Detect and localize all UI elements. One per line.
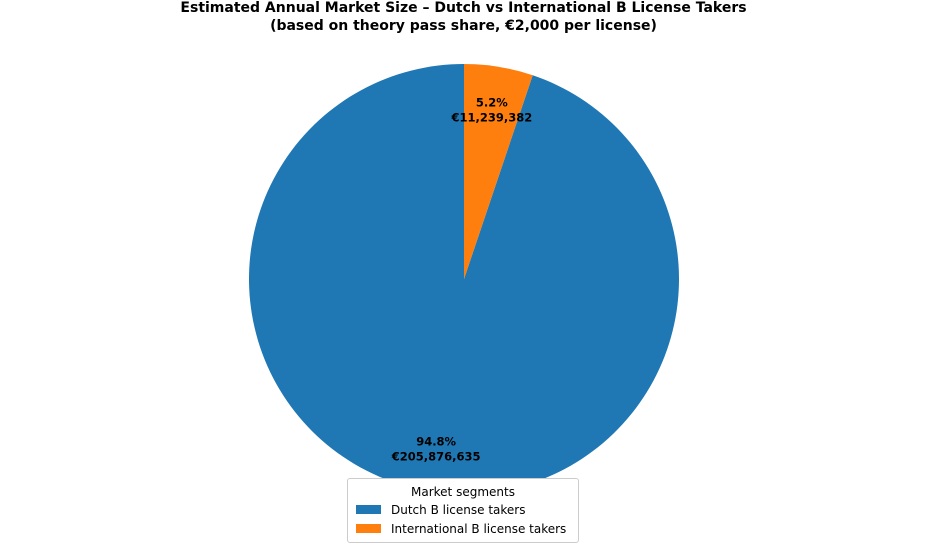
pie-slice-dutch bbox=[248, 64, 679, 494]
chart-subtitle: (based on theory pass share, €2,000 per … bbox=[270, 18, 657, 34]
slice-percent-label-international: 5.2% bbox=[476, 95, 508, 109]
slice-value-label-dutch: €205,876,635 bbox=[391, 450, 481, 464]
legend-title: Market segments bbox=[411, 485, 515, 499]
legend-swatch-international bbox=[356, 524, 381, 533]
slice-percent-label-dutch: 94.8% bbox=[416, 435, 456, 449]
legend-label-international: International B license takers bbox=[391, 521, 567, 536]
legend-item-international: International B license takers bbox=[348, 519, 578, 538]
pie-labels: 94.8% €205,876,635 5.2% €11,239,382 bbox=[391, 95, 532, 463]
legend-swatch-dutch bbox=[356, 505, 381, 514]
chart-title: Estimated Annual Market Size – Dutch vs … bbox=[180, 0, 746, 16]
slice-label-dutch: 94.8% €205,876,635 bbox=[391, 435, 481, 464]
legend: Market segments Dutch B license takers I… bbox=[347, 478, 579, 543]
pie-slices bbox=[248, 64, 679, 494]
legend-item-dutch: Dutch B license takers bbox=[348, 500, 578, 519]
pie-slice-international bbox=[464, 64, 533, 279]
legend-label-dutch: Dutch B license takers bbox=[391, 502, 526, 517]
slice-value-label-international: €11,239,382 bbox=[450, 110, 532, 124]
slice-label-international: 5.2% €11,239,382 bbox=[450, 95, 532, 124]
